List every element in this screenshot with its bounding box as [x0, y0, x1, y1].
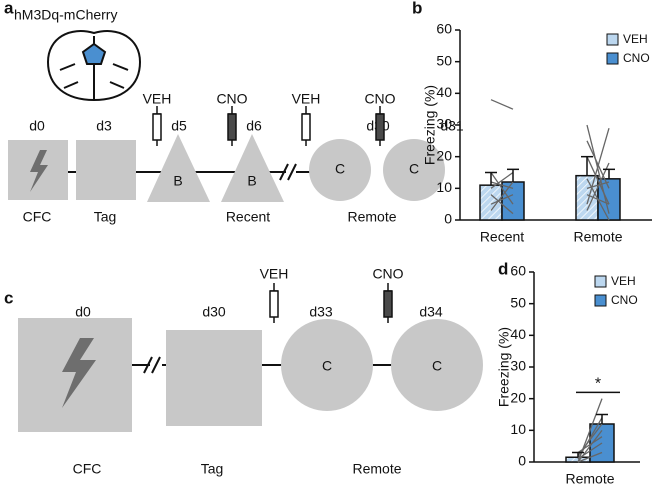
y-tick-label: 30 — [510, 358, 526, 374]
context-c — [383, 139, 445, 201]
context-label: B — [173, 173, 182, 189]
legend-label: VEH — [611, 274, 636, 288]
y-tick-label: 40 — [510, 326, 526, 342]
subject-line — [577, 436, 603, 454]
y-tick-label: 10 — [436, 179, 452, 195]
subject-line — [490, 172, 514, 205]
subject-line — [577, 442, 603, 460]
day-label: d34 — [419, 304, 443, 320]
y-tick-label: 20 — [436, 147, 452, 163]
syringe — [152, 113, 162, 141]
x-tick-label: Recent — [480, 229, 524, 245]
phase-label: Remote — [347, 209, 396, 225]
y-axis-label: Freezing (%) — [422, 85, 438, 165]
y-tick-label: 60 — [510, 263, 526, 279]
drug-label: CNO — [216, 91, 247, 107]
shock-icon — [30, 150, 48, 192]
legend-label: CNO — [623, 51, 650, 65]
construct: hM3Dq-mCherry — [14, 7, 117, 23]
context-c — [281, 319, 373, 411]
subject-line — [586, 127, 610, 205]
panel-label: c — [4, 288, 13, 307]
context-b — [147, 134, 210, 202]
drug-label: CNO — [364, 91, 395, 107]
syringe — [301, 113, 311, 141]
panel-label: d — [498, 259, 508, 278]
legend-swatch — [606, 33, 619, 46]
syringe — [269, 290, 279, 318]
legend-swatch — [606, 52, 619, 65]
context-label: C — [335, 161, 345, 177]
drug-label: VEH — [143, 91, 172, 107]
tag-box — [76, 140, 136, 200]
break — [143, 356, 161, 374]
y-tick-label: 0 — [518, 453, 526, 469]
syringe — [383, 290, 393, 318]
y-tick-label: 50 — [510, 294, 526, 310]
context-label: C — [432, 358, 442, 374]
subject-line — [490, 181, 514, 189]
subject-line — [586, 178, 610, 221]
y-tick-label: 0 — [444, 211, 452, 227]
day-label: d30 — [202, 304, 226, 320]
bar — [479, 184, 503, 221]
drug-label: VEH — [260, 266, 289, 282]
y-tick-label: 50 — [436, 52, 452, 68]
y-axis-label: Freezing (%) — [496, 327, 512, 407]
context-c — [391, 319, 483, 411]
context-c — [309, 139, 371, 201]
context-label: C — [409, 161, 419, 177]
panel-label: a — [4, 0, 14, 17]
y-tick-label: 40 — [436, 84, 452, 100]
legend-swatch — [594, 294, 607, 307]
significance: * — [595, 376, 601, 393]
context-b — [221, 134, 284, 202]
subject-line — [490, 194, 514, 215]
phase-label: Tag — [94, 209, 117, 225]
day-label: d33 — [309, 304, 333, 320]
phase-label: Remote — [352, 461, 401, 477]
brain-icon — [46, 30, 142, 102]
day-label: d3 — [96, 118, 112, 134]
subject-line — [490, 171, 514, 189]
shock-icon — [62, 338, 96, 408]
subject-line — [586, 162, 610, 211]
tag-box — [166, 330, 262, 426]
subject-line — [586, 181, 610, 189]
phase-label: Tag — [201, 461, 224, 477]
subject-line — [490, 194, 514, 205]
y-tick-label: 20 — [510, 389, 526, 405]
syringe — [227, 113, 237, 141]
syringe — [375, 113, 385, 141]
y-tick-label: 30 — [436, 116, 452, 132]
subject-line — [586, 156, 610, 205]
day-label: d31 — [440, 118, 464, 134]
x-tick-label: Remote — [573, 229, 622, 245]
x-tick-label: Remote — [565, 471, 614, 485]
legend-swatch — [594, 275, 607, 288]
day-label: d0 — [29, 118, 45, 134]
legend-label: CNO — [611, 293, 638, 307]
day-label: d5 — [171, 118, 187, 134]
break — [279, 163, 297, 181]
subject-line — [586, 124, 610, 214]
subject-line — [577, 451, 603, 463]
subject-line — [490, 99, 514, 110]
phase-label: CFC — [23, 209, 52, 225]
day-label: d0 — [75, 304, 91, 320]
context-label: B — [247, 173, 256, 189]
phase-label: Recent — [226, 209, 270, 225]
panel-label: b — [412, 0, 422, 17]
drug-label: CNO — [372, 266, 403, 282]
phase-label: CFC — [73, 461, 102, 477]
y-tick-label: 60 — [436, 21, 452, 37]
drug-label: VEH — [292, 91, 321, 107]
legend-label: VEH — [623, 32, 648, 46]
day-label: d6 — [246, 118, 262, 134]
context-label: C — [322, 358, 332, 374]
y-tick-label: 10 — [510, 421, 526, 437]
